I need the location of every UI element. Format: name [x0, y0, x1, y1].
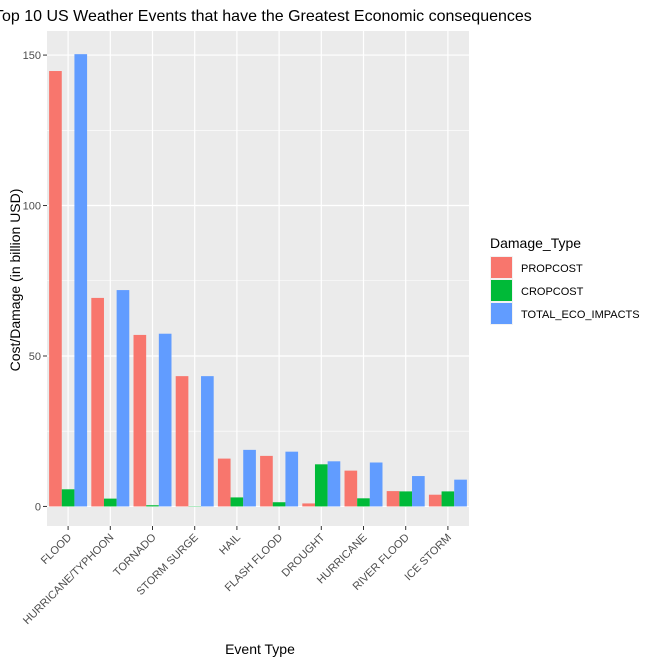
bar-propcost [133, 334, 147, 507]
bar-cropcost [103, 498, 117, 507]
legend-key-propcost [491, 257, 512, 278]
y-tick-label: 0 [35, 501, 41, 513]
legend-title: Damage_Type [490, 235, 581, 251]
bar-total-eco-impacts [369, 462, 383, 507]
bar-total-eco-impacts [158, 333, 172, 507]
legend-label: CROPCOST [521, 286, 584, 298]
bar-propcost [386, 491, 400, 507]
bars-group [49, 54, 467, 507]
bar-cropcost [230, 497, 244, 507]
bar-total-eco-impacts [285, 451, 299, 507]
bar-total-eco-impacts [327, 461, 341, 507]
bar-cropcost [61, 489, 75, 507]
y-tick-label: 100 [23, 201, 41, 213]
bar-propcost [260, 455, 273, 507]
y-tick-label: 150 [23, 50, 41, 62]
bar-total-eco-impacts [243, 449, 256, 507]
bar-total-eco-impacts [74, 54, 88, 507]
legend-key-cropcost [491, 280, 512, 301]
bar-propcost [91, 297, 104, 507]
bar-propcost [217, 458, 231, 507]
bar-propcost [49, 71, 62, 507]
bar-total-eco-impacts [116, 290, 130, 507]
chart-title: Top 10 US Weather Events that have the G… [0, 8, 532, 25]
x-tick-label: HAIL [217, 532, 243, 558]
bar-cropcost [146, 505, 159, 507]
bar-total-eco-impacts [412, 476, 425, 507]
plot-panel [47, 31, 469, 526]
y-axis-title: Cost/Damage (in billion USD) [7, 189, 23, 372]
bar-total-eco-impacts [454, 479, 467, 507]
bar-total-eco-impacts [201, 376, 214, 507]
legend-key-total-eco-impacts [491, 303, 512, 324]
x-tick-label: HURRICANE/TYPHOON [21, 532, 116, 627]
bar-propcost [175, 376, 189, 507]
bar-cropcost [357, 498, 370, 507]
legend-label: TOTAL_ECO_IMPACTS [521, 309, 640, 321]
y-axis: 0 50 100 150 [23, 50, 47, 513]
bar-propcost [302, 503, 315, 507]
bar-cropcost [441, 491, 455, 507]
x-axis-title: Event Type [225, 641, 295, 657]
bar-cropcost [272, 502, 286, 507]
bar-propcost [344, 470, 358, 507]
legend-label: PROPCOST [521, 263, 583, 275]
y-tick-label: 50 [29, 351, 41, 363]
x-tick-label: FLOOD [39, 532, 74, 567]
bar-cropcost [399, 491, 413, 507]
legend: Damage_Type PROPCOST CROPCOST TOTAL_ECO_IM… [490, 235, 640, 325]
bar-cropcost [314, 464, 328, 507]
bar-propcost [428, 494, 442, 507]
